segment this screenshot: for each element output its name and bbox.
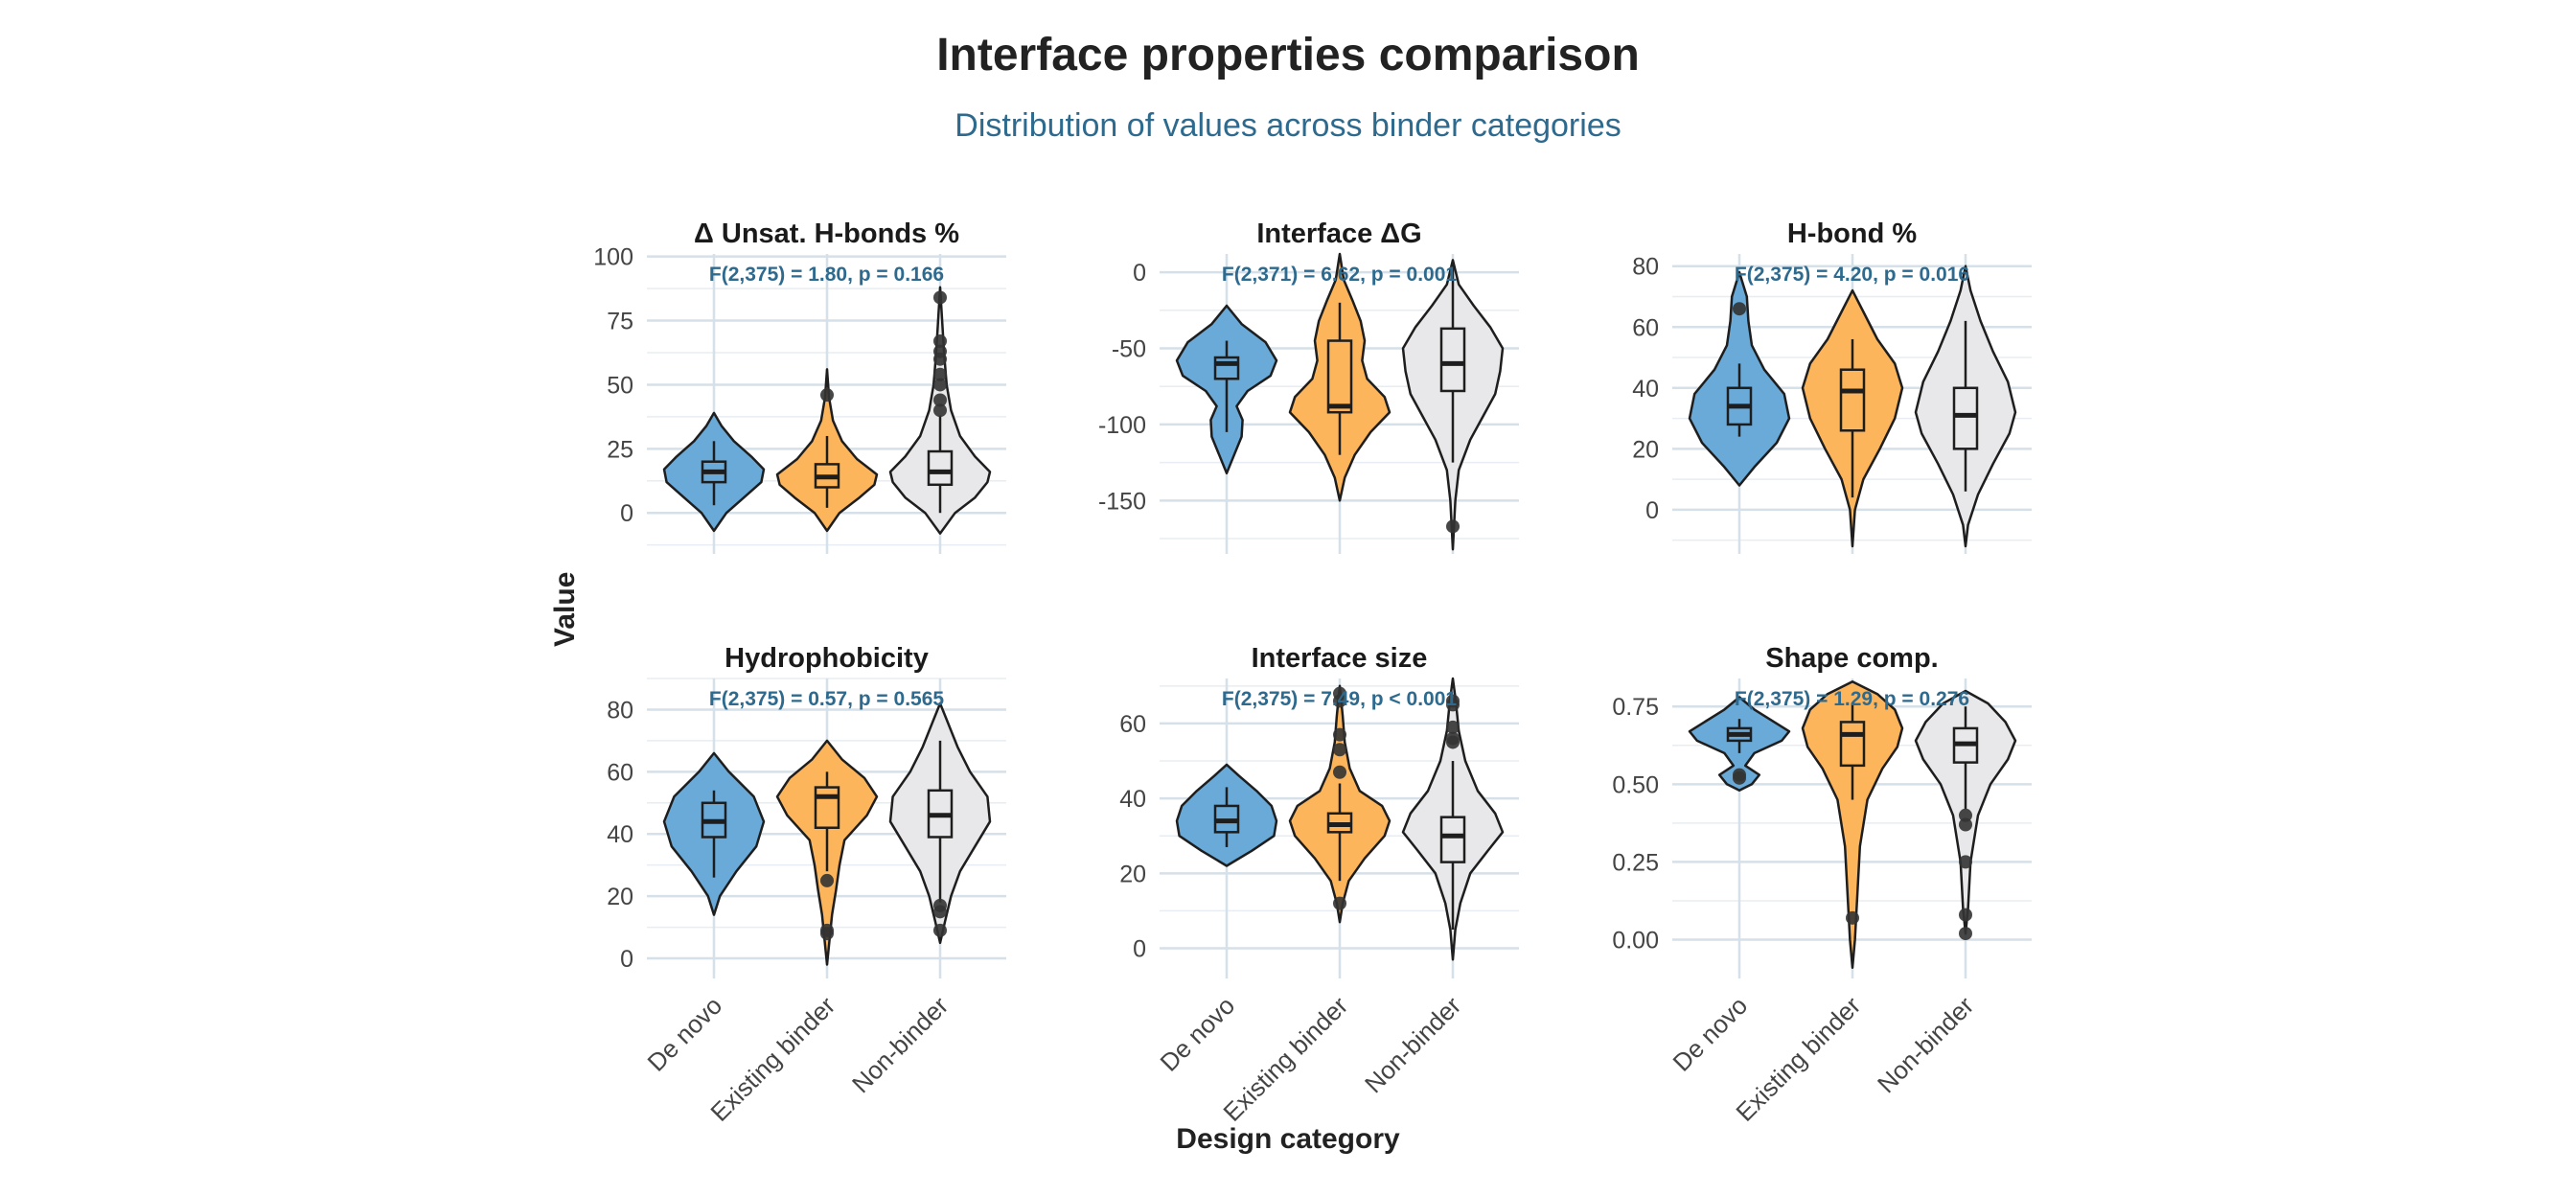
y-tick-label: 75 [607, 309, 633, 335]
outlier-point [933, 290, 947, 305]
y-tick-label: 0 [1133, 936, 1146, 963]
x-axis-title: Design category [1176, 1123, 1400, 1155]
y-tick-label: 25 [607, 436, 633, 463]
stat-annotation: F(2,371) = 6.62, p = 0.001 [1222, 264, 1457, 286]
outlier-point [1333, 743, 1346, 757]
outlier-point [1446, 519, 1460, 534]
x-tick-label-non-binder: Non-binder [1359, 991, 1466, 1098]
y-tick-label: 0 [620, 500, 633, 527]
y-tick-label: 0 [1645, 497, 1659, 524]
x-tick-label-de-novo: De novo [1155, 991, 1241, 1077]
y-tick-label: 20 [607, 884, 633, 910]
panel-title: Interface ΔG [1256, 218, 1421, 249]
y-tick-label: 60 [607, 759, 633, 786]
outlier-point [933, 898, 947, 912]
y-tick-label: 40 [1119, 786, 1146, 813]
outlier-point [933, 923, 947, 937]
outlier-point [933, 378, 947, 392]
outlier-point [820, 873, 834, 887]
box-non-binder [927, 449, 954, 487]
outlier-point [1733, 302, 1746, 316]
outlier-point [1446, 731, 1460, 746]
box-non-binder [1439, 816, 1466, 863]
y-tick-label: 0 [1133, 260, 1146, 287]
outlier-point [933, 334, 947, 348]
outlier-point [820, 388, 834, 402]
panel-h-bond: 0 20 40 60 80 H-bond % F(2,375) = 4.20, p = 0.… [1632, 218, 2032, 554]
panel-unsat-h-bonds: 0 25 50 75 100 Δ Unsat. H-bonds % F(2,375) = 1… [593, 218, 1006, 554]
x-tick-label-non-binder: Non-binder [846, 991, 954, 1098]
panel-title: Hydrophobicity [724, 643, 929, 674]
outlier-point [1333, 686, 1346, 701]
box-existing-binder [1839, 368, 1866, 432]
stat-annotation: F(2,375) = 7.49, p < 0.001 [1222, 688, 1457, 710]
panel-title: Shape comp. [1765, 643, 1939, 674]
outlier-point [1959, 855, 1972, 869]
y-tick-label: 0.50 [1612, 771, 1659, 798]
stat-annotation: F(2,375) = 1.29, p = 0.276 [1735, 688, 1969, 710]
x-tick-label-de-novo: De novo [1668, 991, 1754, 1077]
box-existing-binder [1839, 721, 1866, 768]
x-tick-label-non-binder: Non-binder [1872, 991, 1979, 1098]
y-tick-label: -150 [1098, 488, 1146, 515]
y-tick-label: 50 [607, 372, 633, 399]
outlier-point [1959, 808, 1972, 822]
panel-interface-g: -150 -100 -50 0 Interface ΔG F(2,371) = 6.62,… [1098, 218, 1519, 554]
outlier-point [1733, 768, 1746, 782]
box-non-binder [1952, 386, 1979, 450]
panel-interface-size: 0 20 40 60 Interface size F(2,375) = 7.49, p … [1119, 643, 1519, 1127]
outlier-point [1959, 927, 1972, 941]
panel-title: H-bond % [1787, 218, 1918, 249]
page-subtitle: Distribution of values across binder cat… [954, 107, 1622, 144]
box-existing-binder [1326, 339, 1353, 414]
panel-title: Interface size [1252, 643, 1428, 674]
outlier-point [1333, 896, 1346, 910]
y-tick-label: 80 [1632, 254, 1659, 281]
violin-existing-binder [1801, 679, 1904, 970]
box-non-binder [1439, 327, 1466, 393]
y-tick-label: 20 [1119, 861, 1146, 887]
box-de-novo [1213, 356, 1240, 380]
y-tick-label: 80 [607, 697, 633, 724]
stat-annotation: F(2,375) = 1.80, p = 0.166 [709, 264, 944, 286]
y-tick-label: -100 [1098, 412, 1146, 439]
outlier-point [933, 393, 947, 407]
y-tick-label: 0 [620, 946, 633, 973]
outlier-point [1959, 908, 1972, 922]
y-tick-label: 0.25 [1612, 849, 1659, 876]
panel-title: Δ Unsat. H-bonds % [694, 218, 959, 249]
y-tick-label: 0.75 [1612, 694, 1659, 721]
y-tick-label: 60 [1632, 314, 1659, 341]
y-tick-label: 40 [1632, 376, 1659, 402]
outlier-point [1846, 910, 1859, 925]
stat-annotation: F(2,375) = 4.20, p = 0.016 [1735, 264, 1969, 286]
y-tick-label: 100 [593, 244, 633, 271]
y-tick-label: 60 [1119, 711, 1146, 738]
outlier-point [933, 367, 947, 381]
outlier-point [933, 344, 947, 358]
outlier-point [1446, 694, 1460, 708]
y-tick-label: 40 [607, 821, 633, 848]
outlier-point [1446, 720, 1460, 734]
outlier-point [1333, 727, 1346, 742]
y-tick-label: -50 [1112, 335, 1146, 362]
outlier-point [820, 923, 834, 937]
page-title: Interface properties comparison [936, 30, 1640, 80]
outlier-point [933, 403, 947, 418]
x-tick-label-de-novo: De novo [642, 991, 728, 1077]
y-tick-label: 0.00 [1612, 928, 1659, 954]
stat-annotation: F(2,375) = 0.57, p = 0.565 [709, 688, 944, 710]
panel-hydrophobicity: 0 20 40 60 80 Hydrophobicity F(2,375) = 0.57, … [607, 643, 1006, 1127]
outlier-point [1333, 765, 1346, 779]
panel-shape-comp: 0.00 0.25 0.50 0.75 Shape comp. F(2,375) = 1.… [1612, 643, 2032, 1127]
box-existing-binder [814, 786, 840, 829]
outlier-point [1959, 817, 1972, 832]
y-tick-label: 20 [1632, 436, 1659, 463]
